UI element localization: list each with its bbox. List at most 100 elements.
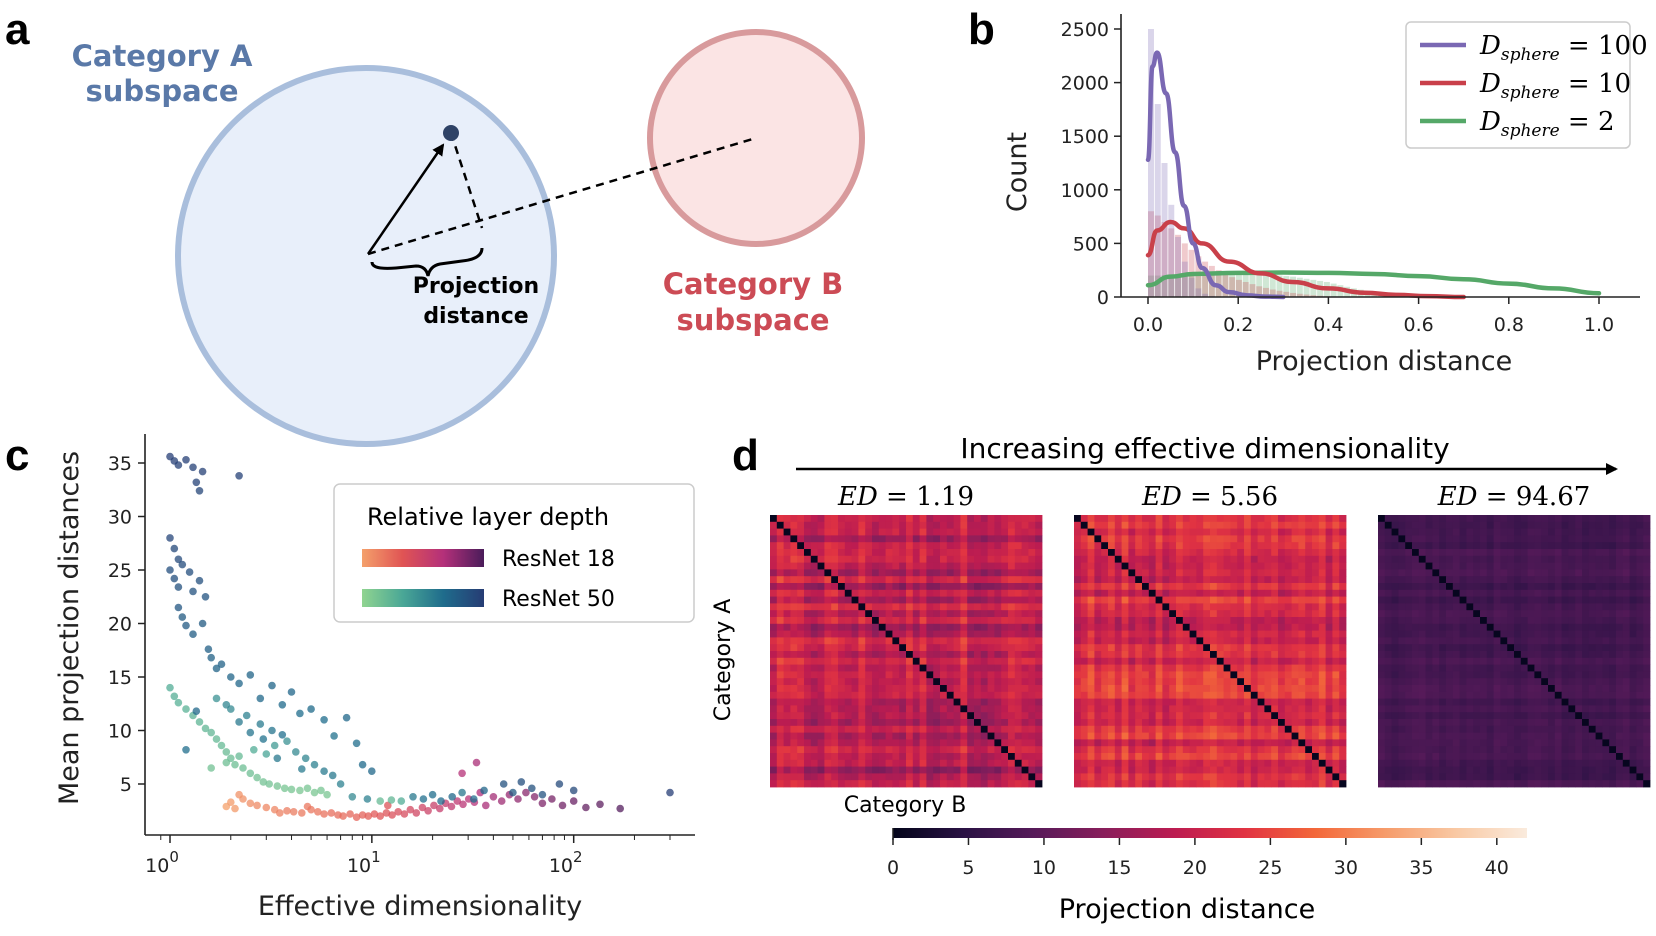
resnet18-gradient-swatch bbox=[362, 549, 484, 567]
heatmap-title-3: ED = 94.67 bbox=[1437, 482, 1591, 512]
histogram-bar bbox=[1195, 288, 1202, 297]
histogram-bar bbox=[1168, 274, 1175, 297]
category-b-label-line1: Category B bbox=[663, 267, 843, 301]
histogram-y-label: Count bbox=[1002, 132, 1033, 212]
histogram-bar bbox=[1303, 278, 1310, 297]
category-b-label-line2: subspace bbox=[676, 303, 829, 337]
dimensionality-arrow-label: Increasing effective dimensionality bbox=[960, 432, 1449, 465]
scatter-point bbox=[253, 773, 261, 782]
scatter-point bbox=[489, 793, 498, 801]
scatter-point bbox=[231, 804, 239, 813]
scatter-point bbox=[310, 788, 319, 797]
scatter-points bbox=[166, 452, 674, 821]
histogram-bar bbox=[1161, 163, 1168, 297]
scatter-point bbox=[330, 732, 338, 740]
sample-point bbox=[443, 125, 459, 141]
scatter-point bbox=[287, 688, 296, 696]
histogram-bar bbox=[1242, 273, 1249, 297]
scatter-point bbox=[174, 603, 183, 612]
scatter-point bbox=[436, 804, 444, 813]
colorbar-tick-label: 35 bbox=[1409, 857, 1433, 879]
scatter-point bbox=[227, 798, 235, 806]
histogram-curve-13 bbox=[1145, 50, 1286, 300]
scatter-point bbox=[166, 534, 174, 542]
scatter-point bbox=[227, 673, 235, 681]
scatter-point bbox=[185, 568, 194, 576]
scatter-point bbox=[280, 784, 289, 793]
scatter-point bbox=[301, 754, 310, 763]
scatter-point bbox=[192, 478, 201, 487]
scatter-x-ticks: 100 101 102 bbox=[145, 835, 671, 877]
scatter-point bbox=[262, 803, 271, 812]
scatter-point bbox=[368, 767, 376, 775]
scatter-point bbox=[514, 795, 522, 803]
scatter-point bbox=[278, 701, 287, 709]
histogram-bar bbox=[1310, 295, 1317, 297]
histogram-y-tick-label: 0 bbox=[1097, 287, 1109, 309]
scatter-point bbox=[283, 737, 291, 745]
scatter-point bbox=[182, 621, 190, 630]
scatter-point bbox=[387, 796, 396, 804]
heatmap-x-label: Category B bbox=[844, 793, 967, 818]
scatter-legend: Relative layer depth ResNet 18 ResNet 50 bbox=[333, 483, 695, 623]
scatter-point bbox=[437, 797, 445, 805]
panel-letter-d: d bbox=[732, 431, 759, 480]
scatter-point bbox=[287, 785, 296, 794]
histogram-curve-12 bbox=[1145, 270, 1602, 296]
scatter-point bbox=[296, 786, 304, 795]
scatter-point bbox=[256, 720, 265, 728]
scatter-point bbox=[195, 487, 204, 495]
scatter-point bbox=[342, 713, 351, 722]
projection-label-line2: distance bbox=[423, 304, 528, 329]
scatter-point bbox=[616, 804, 624, 813]
scatter-point bbox=[212, 694, 221, 703]
scatter-point bbox=[296, 709, 304, 718]
scatter-point bbox=[256, 694, 265, 703]
scatter-point bbox=[400, 810, 409, 818]
histogram-x-tick-label: 0.0 bbox=[1133, 314, 1163, 336]
histogram-bar bbox=[1168, 228, 1175, 297]
scatter-point bbox=[497, 797, 506, 805]
scatter-point bbox=[207, 764, 215, 772]
scatter-point bbox=[182, 456, 190, 464]
scatter-point bbox=[352, 813, 361, 821]
scatter-x-tick-label: 101 bbox=[347, 848, 381, 877]
scatter-point bbox=[235, 679, 243, 688]
histogram-curve-13 bbox=[1145, 219, 1466, 300]
scatter-y-tick-label: 5 bbox=[120, 774, 132, 796]
heatmaps: ED = 1.19 ED = 5.56 ED = 94.67 bbox=[770, 482, 1651, 788]
histogram-bar bbox=[1235, 273, 1242, 297]
scatter-point bbox=[201, 724, 210, 733]
histogram-bar bbox=[1175, 273, 1182, 297]
scatter-point bbox=[418, 803, 427, 812]
scatter-point bbox=[472, 758, 481, 767]
scatter-point bbox=[207, 728, 215, 737]
scatter-point bbox=[522, 788, 530, 797]
scatter-point bbox=[363, 795, 372, 803]
scatter-point bbox=[303, 784, 312, 793]
histogram-bar bbox=[1222, 273, 1229, 297]
scatter-x-label: Effective dimensionality bbox=[258, 891, 582, 922]
scatter-point bbox=[569, 797, 578, 805]
colorbar bbox=[893, 828, 1527, 838]
histogram-bar bbox=[1296, 277, 1303, 297]
scatter-point bbox=[346, 810, 354, 818]
scatter-point bbox=[314, 808, 322, 816]
scatter-point bbox=[259, 778, 268, 786]
colorbar-tick-label: 40 bbox=[1485, 857, 1509, 879]
scatter-point bbox=[376, 797, 385, 805]
panel-d: d Increasing effective dimensionality ED… bbox=[711, 431, 1651, 925]
scatter-point bbox=[195, 576, 204, 585]
scatter-point bbox=[298, 809, 306, 817]
scatter-point bbox=[242, 711, 251, 720]
histogram-x-tick-label: 1.0 bbox=[1584, 314, 1614, 336]
scatter-point bbox=[480, 786, 488, 795]
histogram-bar bbox=[1296, 293, 1303, 297]
scatter-point bbox=[170, 574, 179, 583]
heatmap-2 bbox=[1074, 515, 1347, 788]
histogram-bar bbox=[1249, 273, 1256, 297]
scatter-y-label: Mean projection distances bbox=[54, 451, 85, 805]
histogram-bar bbox=[1202, 261, 1209, 297]
scatter-legend-title: Relative layer depth bbox=[367, 503, 609, 531]
scatter-point bbox=[303, 802, 312, 811]
